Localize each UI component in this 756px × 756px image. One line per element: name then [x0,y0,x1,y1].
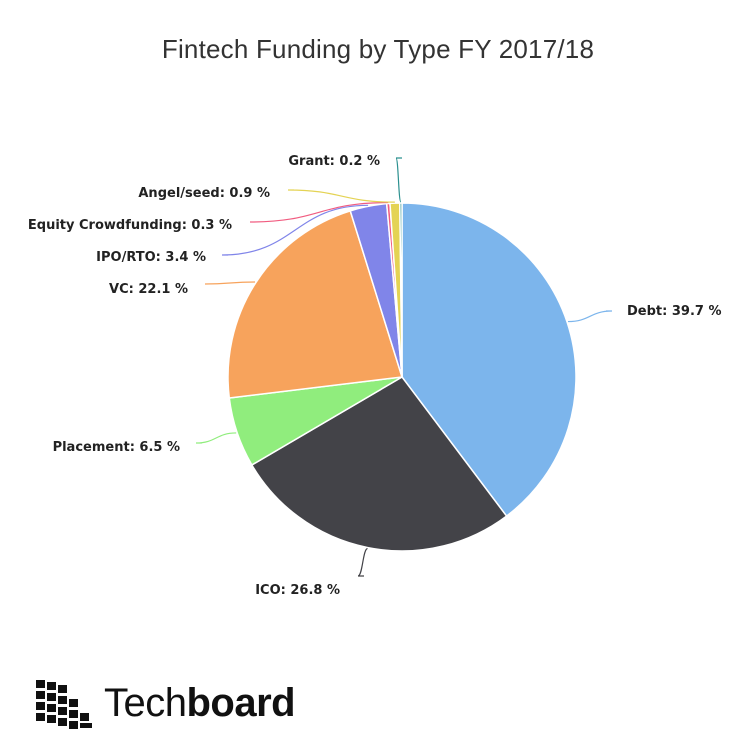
brand-name-board: board [186,681,296,725]
brand-wordmark: Techboard [104,678,296,728]
label-connectors [195,157,613,577]
pie-slice-debt [401,202,577,517]
connector-equity-crowdfunding [249,201,389,223]
connector-ipo-rto [221,204,369,256]
connector-debt [567,310,613,323]
pie-slices [227,202,577,552]
data-labels: Debt: 39.7 % ICO: 26.8 % Placement: 6.5 % V… [28,154,722,598]
data-label-ico: ICO: 26.8 % [255,583,340,598]
pie-slice-vc [227,210,403,399]
connector-ico [357,547,368,577]
connector-grant [395,157,402,203]
data-label-equity-crowdfunding: Equity Crowdfunding: 0.3 % [28,218,232,233]
brand-name-tech: Tech [104,681,187,725]
techboard-grid-icon [36,680,92,729]
connector-vc [204,281,256,285]
connector-placement [195,432,237,444]
pie-slice-grant [399,202,403,378]
connector-angel-seed [287,189,395,203]
data-label-angel-seed: Angel/seed: 0.9 % [138,186,270,201]
data-label-ipo-rto: IPO/RTO: 3.4 % [96,250,206,265]
data-label-placement: Placement: 6.5 % [53,440,180,455]
pie-slice-ico [251,376,508,552]
data-label-debt: Debt: 39.7 % [627,304,721,319]
data-label-vc: VC: 22.1 % [109,282,188,297]
data-label-grant: Grant: 0.2 % [288,154,380,169]
chart-title: Fintech Funding by Type FY 2017/18 [161,34,595,64]
